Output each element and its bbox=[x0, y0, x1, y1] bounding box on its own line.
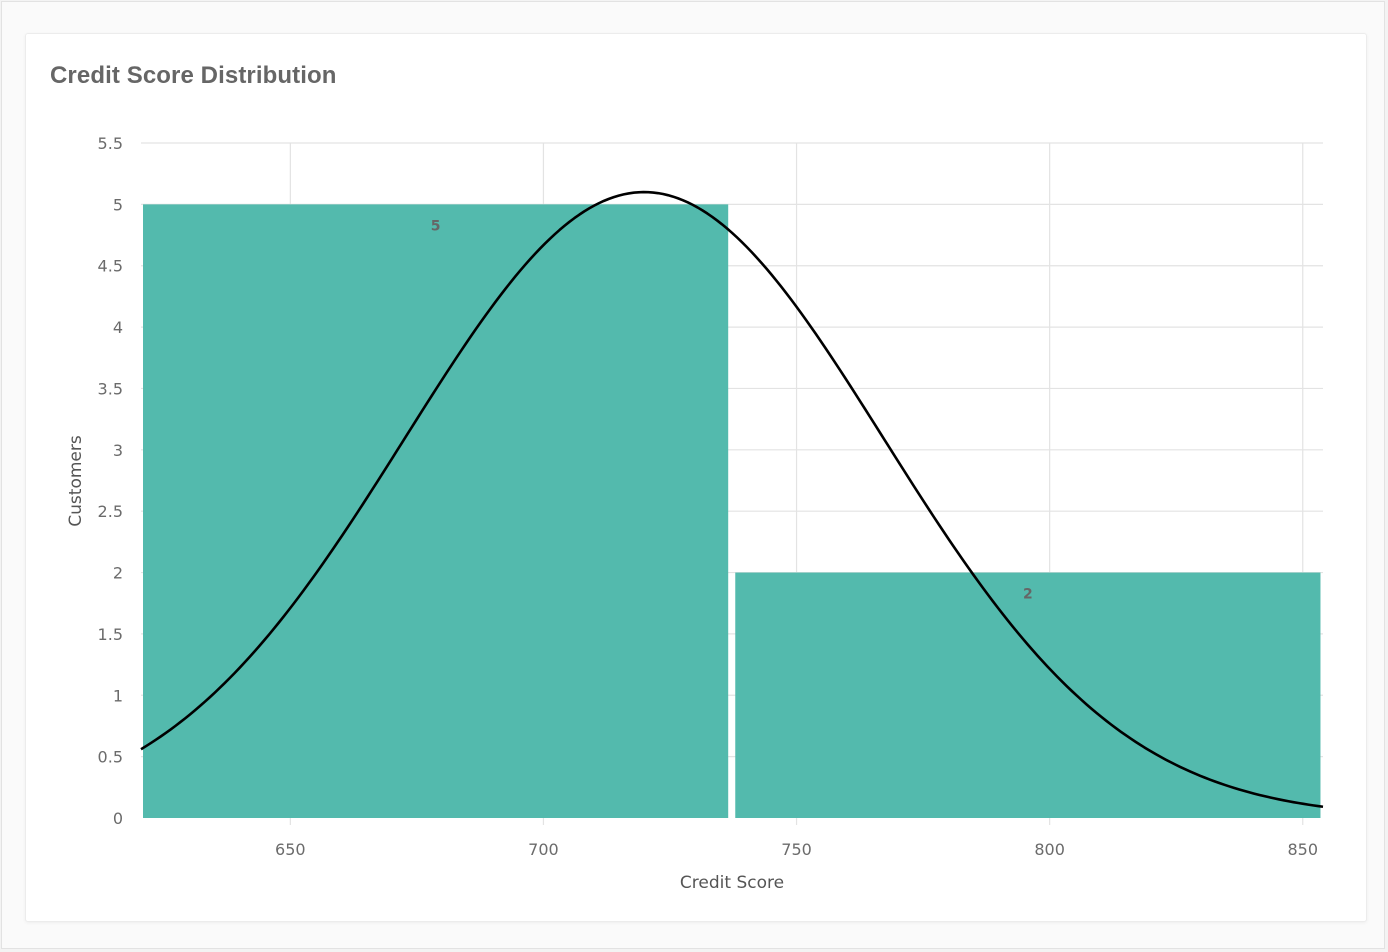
y-tick-label: 4 bbox=[113, 318, 123, 337]
x-axis-ticks: 650 700 750 800 850 bbox=[275, 840, 1318, 859]
y-tick-label: 2.5 bbox=[98, 502, 123, 521]
chart-title: Credit Score Distribution bbox=[50, 62, 337, 89]
x-tick-label: 750 bbox=[781, 840, 812, 859]
x-tick-label: 700 bbox=[528, 840, 559, 859]
data-labels: 52 bbox=[431, 218, 1033, 602]
y-tick-label: 2 bbox=[113, 564, 123, 583]
x-tick-label: 650 bbox=[275, 840, 306, 859]
x-tick-label: 800 bbox=[1034, 840, 1065, 859]
bar-value-label: 2 bbox=[1023, 587, 1033, 603]
normal-curve bbox=[140, 190, 1324, 809]
y-tick-label: 0 bbox=[113, 809, 123, 828]
histogram-bars bbox=[143, 204, 1321, 818]
y-axis-title: Customers bbox=[66, 435, 86, 527]
normal-curve-line bbox=[140, 190, 1324, 809]
y-tick-label: 3 bbox=[113, 441, 123, 460]
histogram-bar bbox=[143, 204, 729, 818]
y-tick-label: 4.5 bbox=[98, 257, 123, 276]
y-tick-label: 1 bbox=[113, 686, 123, 705]
y-tick-label: 5 bbox=[113, 195, 123, 214]
y-tick-label: 3.5 bbox=[98, 379, 123, 398]
histogram-bar bbox=[735, 572, 1321, 818]
y-tick-label: 0.5 bbox=[98, 748, 123, 767]
y-axis-ticks: 0 0.5 1 1.5 2 2.5 3 3.5 4 4.5 5 5.5 bbox=[98, 134, 123, 828]
x-tick-label: 850 bbox=[1287, 840, 1318, 859]
bar-value-label: 5 bbox=[431, 218, 441, 234]
y-tick-label: 5.5 bbox=[98, 134, 123, 153]
y-tick-label: 1.5 bbox=[98, 625, 123, 644]
x-axis-title: Credit Score bbox=[680, 873, 784, 893]
